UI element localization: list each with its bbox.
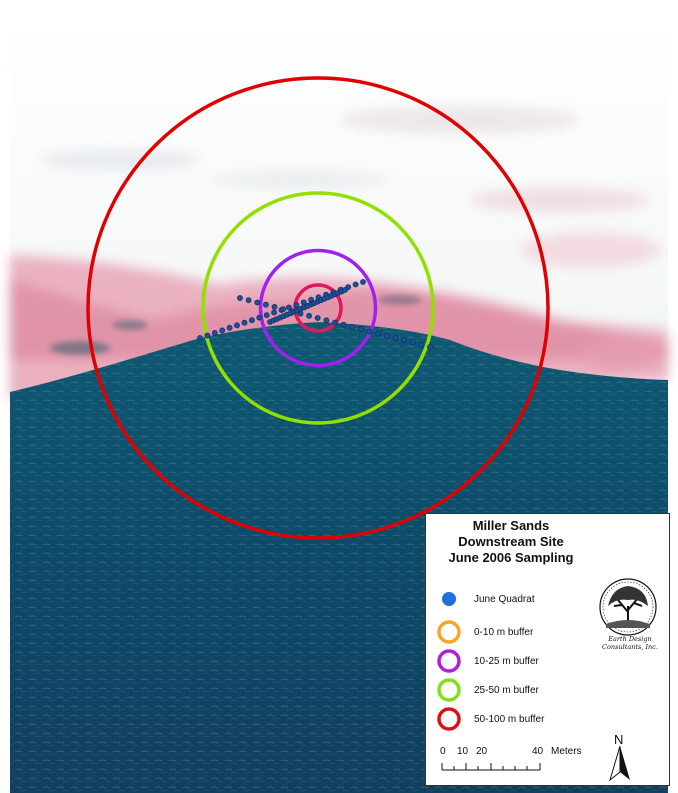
- company-logo: Earth Design Consultants, Inc.: [594, 576, 666, 658]
- quadrat-point: [409, 339, 416, 346]
- tree-logo-icon: [599, 578, 657, 636]
- scale-tick-label: 40: [532, 746, 544, 757]
- legend-title: Miller Sands Downstream Site June 2006 S…: [426, 518, 596, 566]
- legend-item-june-quadrat: June Quadrat: [436, 587, 535, 611]
- quadrat-point: [314, 315, 321, 321]
- buffer-ring: [86, 76, 550, 540]
- legend-title-line: June 2006 Sampling: [448, 550, 574, 565]
- orange-ring-icon: [436, 620, 462, 644]
- quadrat-transects: [197, 279, 433, 350]
- quadrat-point: [234, 322, 240, 329]
- logo-text-line: Consultants, Inc.: [602, 642, 658, 651]
- north-label: N: [614, 732, 624, 747]
- quadrat-point: [271, 309, 277, 316]
- north-arrow: N: [608, 732, 632, 782]
- legend-title-line: Miller Sands: [472, 518, 550, 533]
- quadrat-point: [226, 324, 233, 331]
- legend-item-buffer-0-10: 0-10 m buffer: [436, 620, 533, 644]
- quadrat-point: [401, 337, 407, 344]
- red-ring-icon: [436, 707, 462, 731]
- quadrat-point: [392, 335, 399, 341]
- legend-item-buffer-50-100: 50-100 m buffer: [436, 707, 544, 731]
- green-ring-icon: [436, 678, 462, 702]
- logo-text-line: Earth Design: [608, 635, 652, 643]
- quadrat-point: [366, 328, 373, 335]
- quadrat-point: [418, 341, 425, 348]
- north-arrow-icon: [609, 746, 630, 782]
- quadrat-point: [211, 329, 218, 336]
- quadrat-point: [256, 314, 263, 321]
- quadrat-point: [342, 287, 348, 293]
- quadrat-point: [263, 312, 270, 318]
- quadrat-point: [219, 327, 226, 334]
- scale-unit-label: Meters: [551, 746, 582, 757]
- quadrat-point: [285, 304, 292, 311]
- scale-ruler: [441, 763, 541, 771]
- legend-item-label: 0-10 m buffer: [474, 626, 534, 638]
- purple-ring-icon: [436, 649, 462, 673]
- legend-item-label: June Quadrat: [474, 593, 535, 605]
- quadrat-point: [340, 321, 347, 328]
- quadrat-point: [293, 301, 300, 308]
- blue-dot-icon: [436, 591, 462, 607]
- buffer-rings: [86, 76, 550, 540]
- quadrat-point: [383, 332, 390, 339]
- quadrat-point: [323, 317, 330, 324]
- quadrat-point: [204, 332, 211, 339]
- buffer-ring: [201, 191, 435, 425]
- quadrat-point: [375, 330, 382, 337]
- quadrat-point: [237, 295, 243, 301]
- quadrat-point: [427, 344, 433, 350]
- logo-text: Earth Design Consultants, Inc.: [594, 635, 666, 651]
- map-legend: Miller Sands Downstream Site June 2006 S…: [425, 513, 670, 786]
- quadrat-point: [254, 299, 261, 306]
- quadrat-point: [262, 301, 269, 308]
- quadrat-point: [332, 319, 338, 326]
- quadrat-point: [197, 335, 203, 341]
- legend-item-label: 10-25 m buffer: [474, 655, 539, 667]
- sand-texture: [40, 106, 660, 268]
- quadrat-point: [271, 303, 278, 310]
- quadrat-point: [349, 324, 356, 330]
- buffer-ring: [293, 283, 343, 333]
- quadrat-point: [306, 312, 312, 319]
- quadrat-point: [352, 281, 359, 288]
- quadrat-point: [248, 317, 255, 324]
- quadrat-point: [245, 297, 252, 304]
- scale-tick-label: 10: [457, 746, 469, 757]
- quadrat-point: [360, 279, 366, 285]
- legend-item-buffer-25-50: 25-50 m buffer: [436, 678, 539, 702]
- scale-tick-label: 0: [440, 746, 446, 757]
- scale-tick-label: 20: [476, 746, 488, 757]
- scale-bar: 0 10 20 40 Meters: [436, 746, 586, 776]
- legend-item-label: 50-100 m buffer: [474, 713, 545, 725]
- aerial-photo: [10, 18, 668, 793]
- quadrat-point: [280, 306, 287, 312]
- quadrat-point: [241, 319, 248, 326]
- legend-title-line: Downstream Site: [458, 534, 564, 549]
- quadrat-point: [357, 326, 364, 333]
- legend-item-buffer-10-25: 10-25 m buffer: [436, 649, 539, 673]
- buffer-ring: [258, 248, 378, 368]
- legend-item-label: 25-50 m buffer: [474, 684, 539, 696]
